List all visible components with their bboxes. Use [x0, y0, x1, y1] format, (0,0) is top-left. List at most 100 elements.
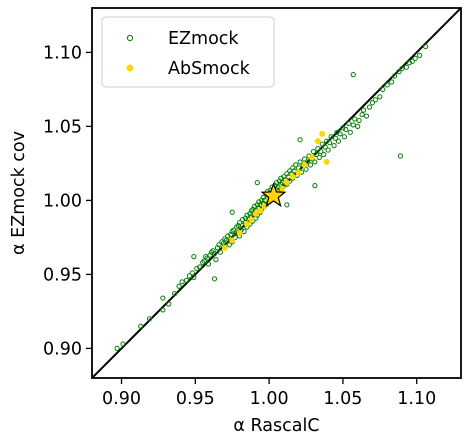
legend: EZmock AbSmock [101, 16, 275, 88]
x-tick-label: 0.95 [176, 389, 215, 409]
ezmock-point [213, 257, 219, 263]
ezmock-point [412, 55, 418, 61]
ezmock-point [350, 72, 356, 78]
ezmock-point [356, 117, 362, 124]
ezmock-point [389, 79, 395, 85]
legend-marker-ezmock [126, 34, 134, 42]
ezmock-point [204, 255, 210, 261]
ezmock-point [331, 143, 337, 149]
ezmock-point [384, 82, 390, 88]
ezmock-point [229, 228, 235, 235]
ezmock-point [297, 137, 303, 143]
ezmock-point [197, 264, 203, 270]
absmock-point [283, 179, 290, 186]
ezmock-point [284, 202, 290, 208]
ezmock-point [409, 58, 415, 64]
ezmock-point [216, 242, 222, 248]
ezmock-point [183, 277, 190, 283]
ezmock-point [397, 153, 404, 159]
ezmock-point [322, 144, 328, 150]
legend-label-absmock: AbSmock [168, 59, 251, 79]
ezmock-point [222, 236, 228, 242]
ezmock-point [232, 234, 238, 240]
ezmock-point [114, 345, 120, 351]
ezmock-point [346, 120, 352, 127]
ezmock-point [377, 94, 383, 100]
points-layer [114, 43, 429, 351]
ezmock-point [186, 273, 193, 279]
absmock-point [252, 210, 259, 217]
ezmock-point [146, 316, 153, 322]
ezmock-point [179, 279, 185, 285]
ezmock-point [297, 159, 303, 165]
ezmock-point [211, 276, 218, 282]
ezmock-point [312, 159, 318, 165]
absmock-point [308, 154, 315, 161]
ezmock-point [206, 261, 212, 267]
ezmock-point [219, 239, 225, 245]
ezmock-point [191, 274, 197, 280]
ezmock-point [359, 111, 365, 118]
absmock-point [301, 161, 308, 168]
ezmock-point [315, 146, 321, 152]
ezmock-point [313, 151, 319, 158]
absmock-point [295, 169, 302, 176]
ezmock-point [120, 341, 126, 347]
ezmock-point [200, 259, 206, 266]
ezmock-point [293, 162, 299, 168]
ezmock-point [316, 154, 322, 161]
absmock-point [257, 207, 264, 214]
ezmock-point [160, 307, 166, 313]
x-tick-label: 1.10 [397, 389, 436, 409]
ezmock-point [304, 159, 311, 165]
ezmock-point [234, 224, 240, 230]
absmock-point [289, 173, 296, 180]
ezmock-point [396, 69, 402, 75]
legend-marker-absmock [126, 64, 134, 72]
ezmock-point [347, 129, 353, 135]
x-axis-ticks: 0.90 0.95 1.00 1.05 1.10 [102, 378, 436, 409]
ezmock-point [254, 180, 260, 186]
ezmock-point [203, 254, 209, 260]
ezmock-point [319, 141, 325, 147]
ezmock-point [422, 43, 429, 50]
ezmock-point [312, 183, 318, 189]
ezmock-point [328, 134, 334, 140]
absmock-point [229, 237, 236, 244]
ezmock-point [172, 291, 178, 297]
ezmock-point [363, 113, 370, 119]
y-axis-label: α EZmock cov [9, 131, 29, 255]
ezmock-point [211, 251, 218, 257]
absmock-point [319, 130, 326, 137]
ezmock-point [160, 295, 166, 301]
y-tick-label: 1.00 [43, 191, 82, 211]
ezmock-point [335, 138, 342, 144]
ezmock-point [332, 135, 339, 141]
ezmock-point [403, 64, 409, 70]
ezmock-point [417, 52, 423, 58]
y-tick-label: 0.90 [43, 339, 82, 359]
absmock-point [243, 221, 251, 228]
ezmock-point [231, 227, 237, 233]
ezmock-point [341, 134, 347, 140]
ezmock-point [352, 116, 358, 122]
x-axis-label: α RascalC [233, 416, 319, 436]
ezmock-point [321, 151, 327, 158]
legend-box [101, 16, 275, 88]
ezmock-point [191, 254, 197, 260]
x-tick-label: 0.90 [102, 389, 141, 409]
absmock-point [279, 185, 286, 192]
absmock-point [314, 138, 321, 145]
ezmock-point [399, 66, 405, 72]
ezmock-point [176, 283, 182, 289]
x-tick-label: 1.00 [250, 389, 289, 409]
ezmock-point [237, 220, 243, 226]
ezmock-point [391, 73, 398, 79]
ezmock-point [372, 97, 378, 103]
ezmock-point [355, 123, 361, 130]
ezmock-point [307, 162, 314, 168]
ezmock-point [201, 258, 207, 264]
absmock-point [248, 216, 255, 223]
y-tick-label: 0.95 [43, 265, 82, 285]
